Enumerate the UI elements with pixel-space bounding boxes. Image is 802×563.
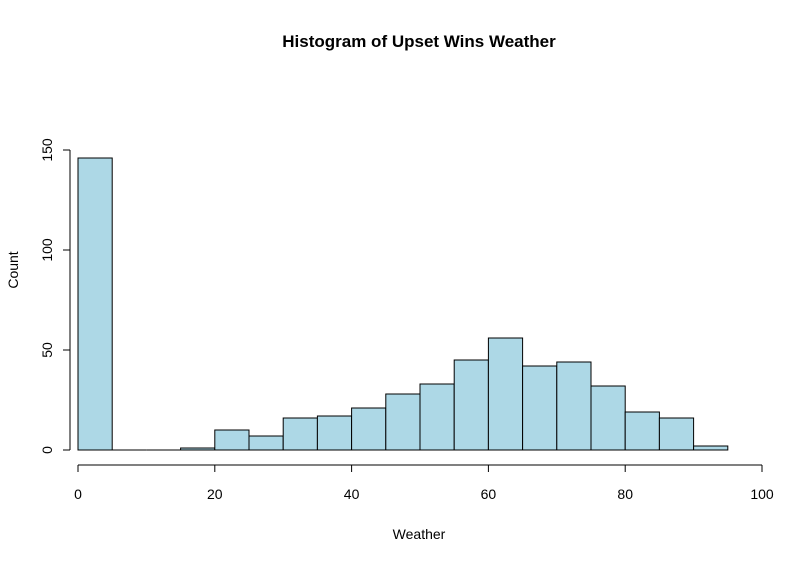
histogram-bar-55-60 — [453, 359, 489, 451]
x-axis-label: Weather — [393, 526, 446, 542]
histogram-bar-90-95 — [693, 445, 729, 451]
histogram-bar-75-80 — [590, 385, 626, 451]
x-tick-label: 80 — [617, 486, 633, 502]
histogram-bar-60-65 — [487, 337, 524, 451]
histogram-bar-85-90 — [658, 417, 695, 451]
histogram-bar-35-40 — [316, 415, 353, 451]
x-tick-label: 20 — [207, 486, 223, 502]
x-tick-label: 100 — [750, 486, 774, 502]
histogram-bar-40-45 — [351, 407, 387, 451]
y-tick-label: 150 — [39, 138, 55, 162]
y-tick-label: 50 — [39, 342, 55, 358]
x-tick-label: 60 — [481, 486, 497, 502]
histogram-bar-20-25 — [214, 429, 250, 451]
histogram-bar-15-20 — [180, 447, 216, 451]
bars-group — [77, 157, 729, 451]
histogram-bar-0-5 — [77, 157, 113, 451]
histogram-bar-45-50 — [385, 393, 421, 451]
y-tick-label: 0 — [39, 446, 55, 454]
y-axis-label: Count — [5, 251, 21, 288]
histogram-bar-65-70 — [522, 365, 558, 451]
y-axis: 0 50 100 150 — [39, 138, 71, 454]
histogram-bar-25-30 — [248, 435, 284, 451]
x-tick-label: 0 — [74, 486, 82, 502]
chart-title: Histogram of Upset Wins Weather — [282, 32, 556, 51]
x-axis: 0 20 40 60 80 100 — [74, 464, 774, 502]
x-tick-label: 40 — [344, 486, 360, 502]
histogram-bar-70-75 — [556, 361, 592, 451]
histogram-bar-30-35 — [282, 417, 318, 451]
histogram-bar-50-55 — [419, 383, 455, 451]
histogram-bar-80-85 — [624, 411, 660, 451]
y-tick-label: 100 — [39, 238, 55, 262]
